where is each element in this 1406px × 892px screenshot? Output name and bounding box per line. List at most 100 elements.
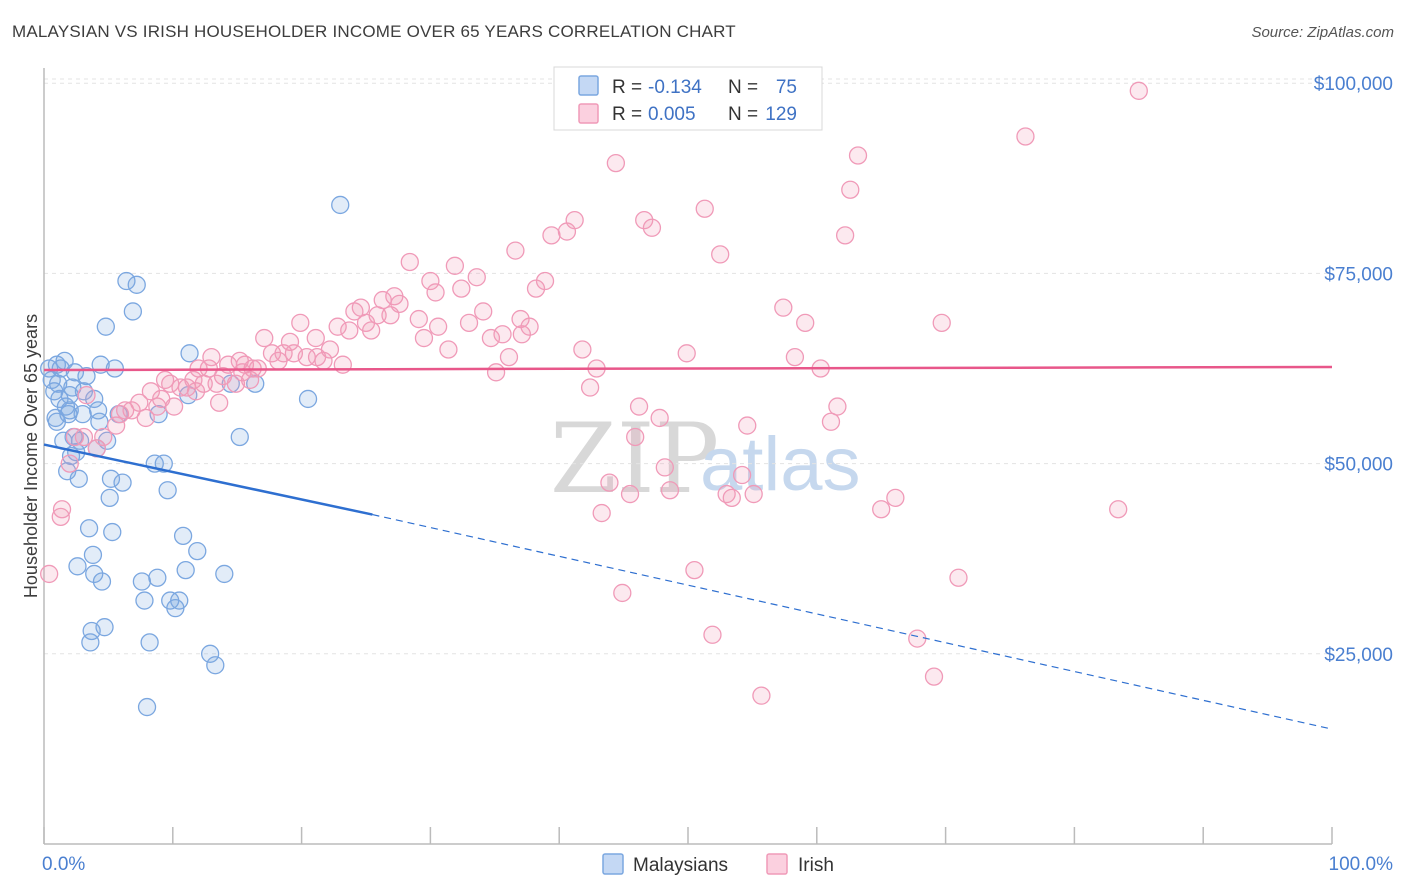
irish-point: [835, 226, 855, 245]
bottom-legend-swatch-malaysians: [602, 853, 624, 875]
irish-point: [226, 374, 246, 393]
irish-point: [606, 153, 626, 173]
irish-point: [130, 393, 149, 412]
irish-point: [796, 313, 815, 333]
irish-point: [136, 408, 155, 428]
irish-point: [512, 325, 531, 344]
malaysian-point: [117, 271, 136, 291]
malaysian-trend-line: [43, 443, 373, 516]
malaysian-point: [148, 568, 167, 587]
x-ticks: [43, 827, 1333, 844]
legend-r-label-1: R =: [612, 77, 642, 98]
malaysian-point: [103, 522, 122, 542]
irish-trend-line: [43, 365, 1333, 372]
malaysian-point: [215, 564, 234, 584]
irish-point: [703, 625, 722, 644]
malaysian-point: [77, 366, 96, 386]
irish-point: [620, 484, 640, 504]
irish-point: [711, 245, 730, 264]
irish-point: [291, 313, 310, 333]
legend-r-value-2: 0.005: [648, 104, 696, 125]
x-tick-label-min: 0.0%: [42, 854, 85, 875]
malaysian-point: [47, 412, 67, 431]
malaysian-point: [79, 519, 99, 538]
irish-point: [184, 370, 203, 390]
irish-point: [650, 408, 669, 428]
legend-n-value-2: 129: [765, 104, 797, 125]
bottom-legend-label-irish: Irish: [798, 855, 834, 876]
malaysian-point: [85, 564, 104, 584]
y-tick-label: $50,000: [1324, 455, 1393, 476]
irish-point: [52, 500, 72, 519]
irish-point: [685, 560, 704, 580]
malaysian-point: [137, 697, 157, 717]
malaysian-point: [180, 344, 199, 363]
irish-point: [328, 317, 347, 336]
bottom-legend: Malaysians Irish: [602, 853, 834, 876]
irish-point: [400, 252, 419, 272]
malaysian-point: [188, 541, 207, 561]
irish-point: [499, 347, 519, 367]
irish-point: [210, 393, 229, 412]
irish-point: [744, 484, 763, 504]
irish-point: [573, 340, 592, 359]
irish-point: [51, 507, 70, 527]
irish-point: [785, 347, 805, 367]
irish-point: [202, 347, 221, 367]
malaysian-point: [100, 488, 119, 507]
irish-point: [613, 583, 632, 603]
irish-point: [600, 473, 619, 492]
y-tick-label: $25,000: [1324, 645, 1393, 666]
irish-point: [362, 321, 381, 340]
irish-point: [233, 363, 252, 382]
irish-point: [660, 481, 680, 500]
chart-source: Source: ZipAtlas.com: [1251, 24, 1394, 41]
irish-point: [655, 458, 674, 477]
malaysian-point: [176, 560, 195, 580]
malaysian-point: [90, 412, 109, 431]
irish-point: [565, 211, 584, 230]
irish-point: [580, 378, 600, 397]
malaysian-point: [331, 195, 350, 215]
malaysian-point: [65, 363, 85, 382]
irish-point: [635, 211, 654, 230]
legend-n-value-1: 75: [776, 77, 797, 98]
bottom-legend-swatch-irish: [766, 853, 788, 875]
irish-point: [255, 328, 274, 348]
irish-point: [306, 328, 325, 348]
irish-point: [445, 256, 465, 275]
malaysian-point: [49, 374, 68, 393]
irish-point: [872, 500, 891, 519]
y-axis-label: Householder Income Over 65 years: [21, 314, 41, 598]
malaysian-point: [221, 374, 240, 393]
malaysian-point: [230, 427, 249, 447]
malaysian-point: [127, 275, 146, 294]
malaysian-trend-extension: [372, 513, 1333, 730]
legend-n-label-2: N =: [728, 104, 758, 125]
malaysian-point: [113, 473, 132, 492]
irish-point: [592, 503, 611, 523]
irish-point: [74, 427, 94, 447]
irish-point: [828, 397, 847, 416]
irish-point: [409, 309, 428, 329]
irish-point: [381, 306, 400, 325]
irish-point: [467, 268, 486, 287]
irish-point: [351, 298, 370, 317]
irish-point: [122, 401, 141, 420]
legend-n-label-1: N =: [728, 77, 758, 98]
watermark: ZIP atlas: [550, 403, 861, 515]
malaysian-point: [170, 591, 189, 610]
malaysian-point: [83, 545, 103, 565]
malaysian-point: [135, 591, 154, 610]
malaysian-point: [92, 572, 112, 591]
irish-point: [486, 363, 506, 382]
series-irish-points: [40, 81, 1148, 705]
legend-swatch-malaysians: [578, 75, 599, 96]
bottom-legend-label-malaysians: Malaysians: [633, 855, 728, 876]
malaysian-point: [63, 378, 82, 397]
trend-lines: [43, 365, 1333, 730]
irish-point: [421, 271, 440, 291]
irish-point: [115, 401, 135, 420]
malaysian-point: [132, 572, 152, 591]
